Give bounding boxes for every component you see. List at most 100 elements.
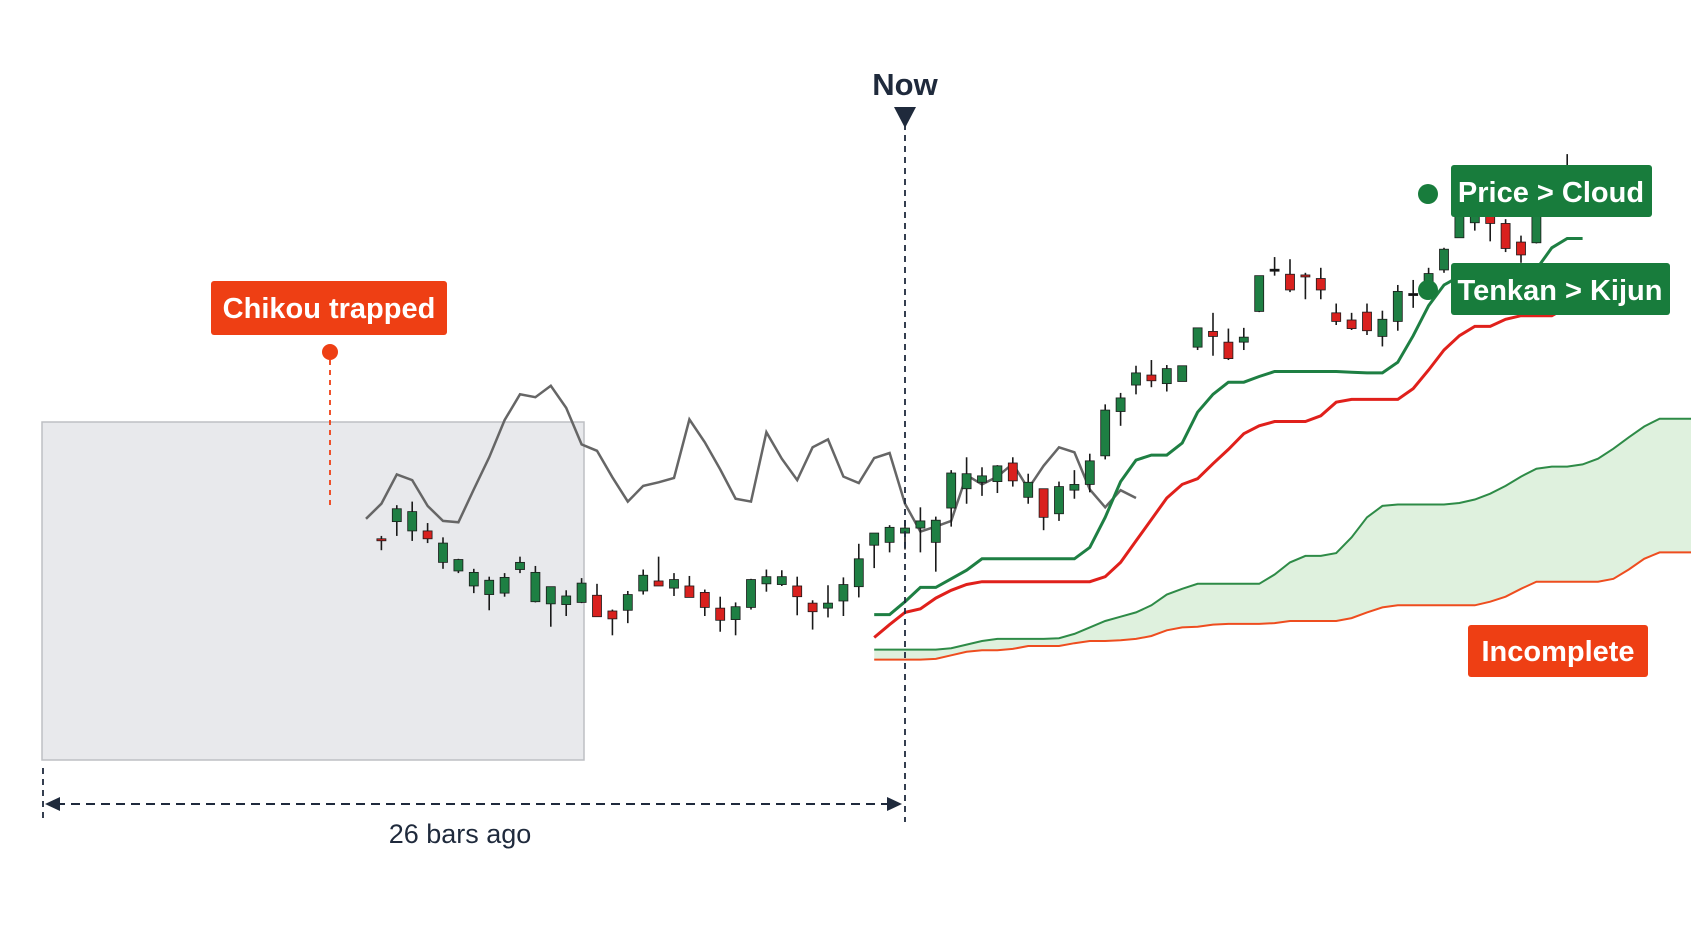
candle (376, 535, 387, 551)
candle-body (1346, 319, 1357, 329)
candle (792, 576, 803, 616)
candle (391, 505, 402, 536)
candle (761, 569, 772, 592)
candle-body (699, 592, 710, 608)
candle (1362, 303, 1372, 336)
candle (823, 585, 833, 618)
chikou-span-line (365, 384, 1137, 534)
candle-body (715, 607, 726, 621)
candle (946, 470, 957, 527)
candle (1208, 312, 1218, 356)
candle-body (1516, 241, 1526, 256)
candle (1500, 219, 1511, 253)
candle-body (407, 511, 418, 532)
candle-body (884, 526, 895, 543)
candle-body (592, 594, 602, 618)
arrow-right-icon (887, 797, 902, 811)
candle (1238, 327, 1249, 351)
candle (1146, 360, 1157, 388)
candle (576, 578, 587, 604)
candle-body (1208, 331, 1218, 337)
candle (930, 516, 941, 572)
candle (1269, 257, 1280, 276)
candle (1054, 481, 1064, 521)
candle-body (1054, 486, 1064, 515)
candle (453, 558, 464, 574)
candle (1192, 327, 1203, 351)
candle-body (807, 602, 818, 613)
candle (977, 467, 987, 496)
candle-body (545, 586, 556, 605)
bars-ago-label: 26 bars ago (389, 819, 532, 849)
candle-body (838, 584, 849, 602)
candle (669, 573, 679, 596)
candle (1131, 365, 1141, 395)
candle (1223, 328, 1234, 361)
candle (1300, 272, 1311, 300)
now-label: Now (872, 67, 938, 102)
candle (730, 602, 741, 636)
candle-body (438, 542, 448, 563)
candle-body (1285, 273, 1295, 291)
candle (838, 577, 849, 616)
candle (992, 465, 1003, 494)
candle (699, 589, 710, 616)
candle-body (961, 473, 972, 490)
cloud-fill (874, 418, 1691, 660)
candle (807, 600, 818, 630)
candle-body (669, 579, 679, 589)
candle-body (1392, 290, 1403, 322)
candle-body (1177, 365, 1188, 382)
candle (684, 575, 695, 598)
candle (468, 568, 479, 594)
chikou-trapped-label: Chikou trapped (223, 293, 436, 325)
candle-body (823, 602, 833, 609)
candles (376, 154, 1573, 636)
candle (869, 532, 880, 569)
candle-body (1331, 312, 1342, 322)
candle-body (1007, 462, 1018, 482)
candle (592, 583, 602, 618)
legend-label-price-cloud: Price > Cloud (1458, 177, 1644, 209)
senkou-span-a-line (874, 417, 1691, 651)
candle (1069, 470, 1080, 499)
candle (561, 590, 572, 616)
candle (1254, 275, 1265, 313)
candle-body (530, 571, 541, 603)
candle (653, 556, 664, 587)
candle (422, 523, 433, 544)
kijun-sen-line (873, 288, 1584, 639)
candle-body (1069, 484, 1080, 491)
candle (1439, 247, 1449, 273)
candle-body (1439, 248, 1449, 271)
candle-body (515, 561, 525, 570)
candle-body (853, 558, 864, 588)
candle-body (792, 585, 803, 598)
candle (530, 565, 541, 603)
candle-body (468, 571, 479, 587)
candle (1516, 235, 1526, 263)
candle (1007, 457, 1018, 487)
candle-body (638, 574, 649, 592)
cloud-layer (874, 418, 1691, 660)
candle-body (977, 475, 987, 483)
candle (607, 609, 618, 636)
candle-body (561, 595, 572, 605)
candle-body (499, 576, 510, 594)
candle (515, 556, 525, 574)
candle-body (1300, 274, 1311, 278)
candle (638, 569, 649, 595)
candle-body (1100, 409, 1111, 457)
senkou-span-b-line (874, 551, 1691, 661)
candle (1161, 365, 1172, 392)
candle-body (1146, 374, 1157, 382)
chikou-trapped-badge (211, 281, 447, 335)
candle-body (930, 519, 941, 543)
candle (1331, 303, 1342, 325)
candle-body (684, 585, 695, 598)
candle (1177, 365, 1188, 382)
candle-body (1115, 397, 1126, 412)
candle-body (1362, 311, 1372, 332)
candle-body (1161, 368, 1172, 385)
candle (499, 573, 510, 597)
